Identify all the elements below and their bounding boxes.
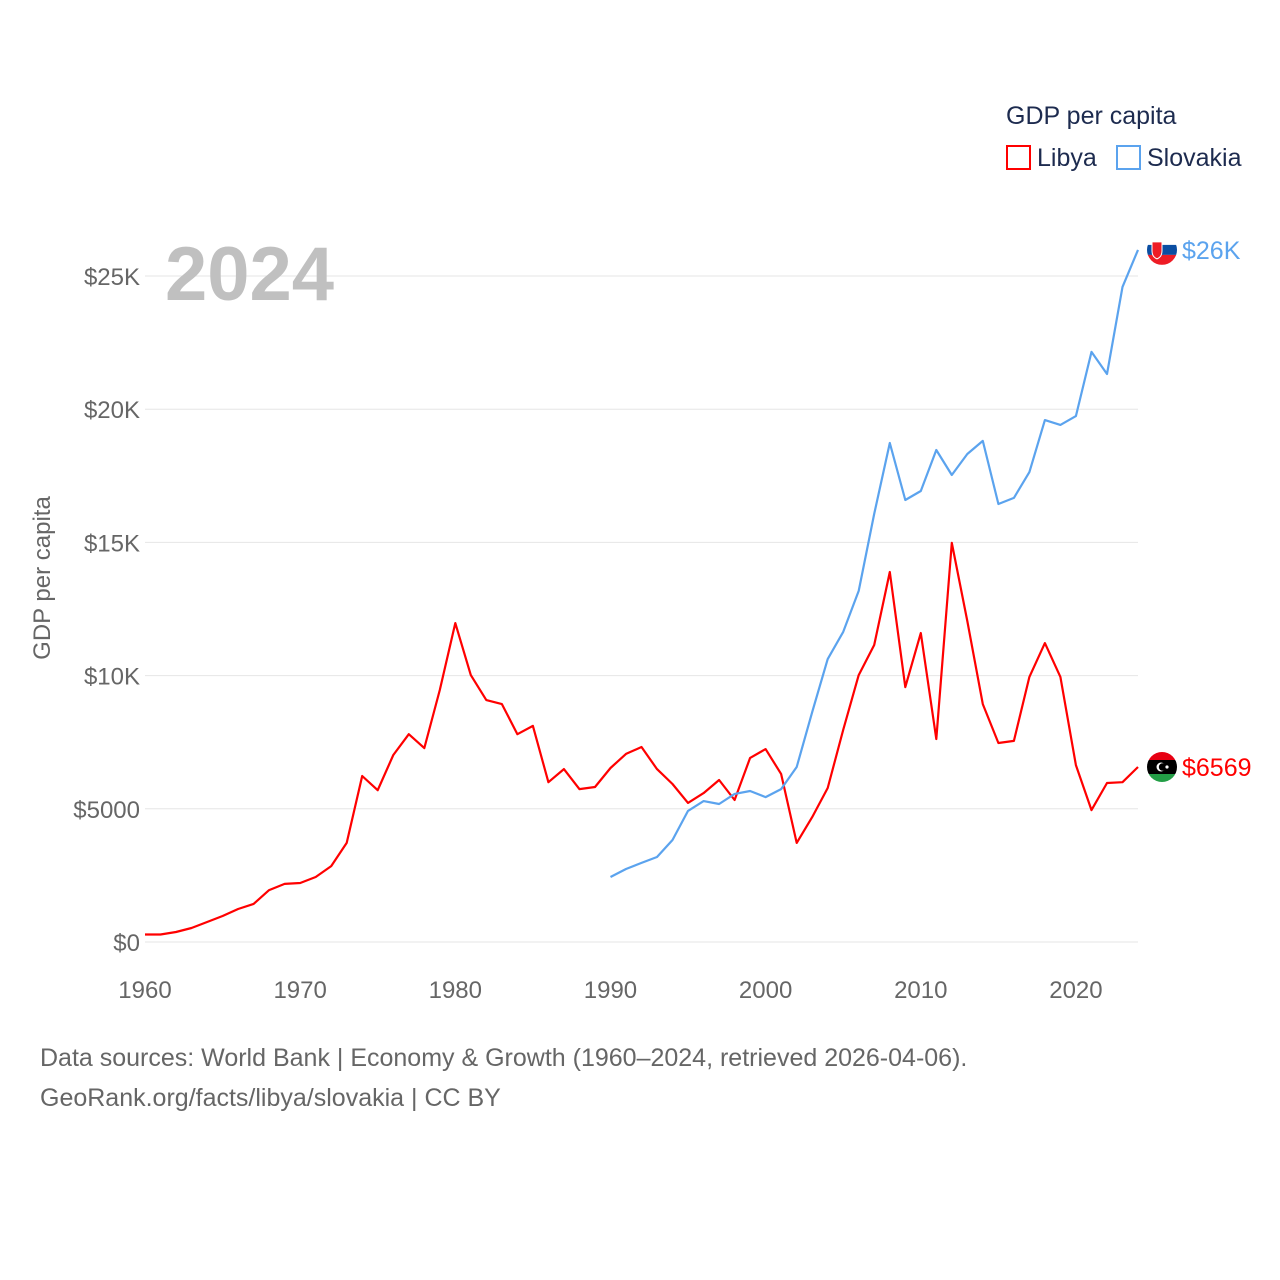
- footer-sources: Data sources: World Bank | Economy & Gro…: [40, 1044, 968, 1072]
- end-label-libya: $6569: [1182, 754, 1252, 782]
- y-tick-label: $20K: [84, 397, 140, 424]
- x-tick-label: 1970: [273, 977, 326, 1004]
- y-tick-label: $10K: [84, 664, 140, 691]
- legend-swatch-slovakia: [1116, 145, 1141, 170]
- legend-item-libya[interactable]: Libya: [1006, 144, 1097, 172]
- y-axis-title: GDP per capita: [29, 496, 56, 660]
- series-line-libya[interactable]: [145, 541, 1139, 936]
- legend-label-libya: Libya: [1037, 144, 1097, 172]
- y-tick-label: $15K: [84, 530, 140, 557]
- legend: GDP per capita Libya Slovakia: [1006, 102, 1242, 172]
- end-label-slovakia: $26K: [1182, 237, 1241, 265]
- x-tick-label: 1980: [429, 977, 482, 1004]
- x-tick-label: 1960: [118, 977, 171, 1004]
- x-tick-label: 2010: [894, 977, 947, 1004]
- legend-swatch-libya: [1006, 145, 1031, 170]
- x-tick-label: 2020: [1049, 977, 1102, 1004]
- flag-slovakia-icon: [1147, 234, 1177, 265]
- x-tick-label: 2000: [739, 977, 792, 1004]
- series-line-slovakia[interactable]: [609, 249, 1140, 878]
- year-label: 2024: [165, 232, 334, 317]
- legend-title: GDP per capita: [1006, 102, 1177, 130]
- y-tick-label: $25K: [84, 264, 140, 291]
- y-tick-label: $0: [113, 930, 140, 957]
- flag-libya-icon: [1147, 752, 1177, 783]
- legend-item-slovakia[interactable]: Slovakia: [1116, 144, 1242, 172]
- legend-label-slovakia: Slovakia: [1147, 144, 1242, 172]
- footer-attribution[interactable]: GeoRank.org/facts/libya/slovakia | CC BY: [40, 1084, 501, 1112]
- x-tick-label: 1990: [584, 977, 637, 1004]
- y-tick-label: $5000: [73, 797, 140, 824]
